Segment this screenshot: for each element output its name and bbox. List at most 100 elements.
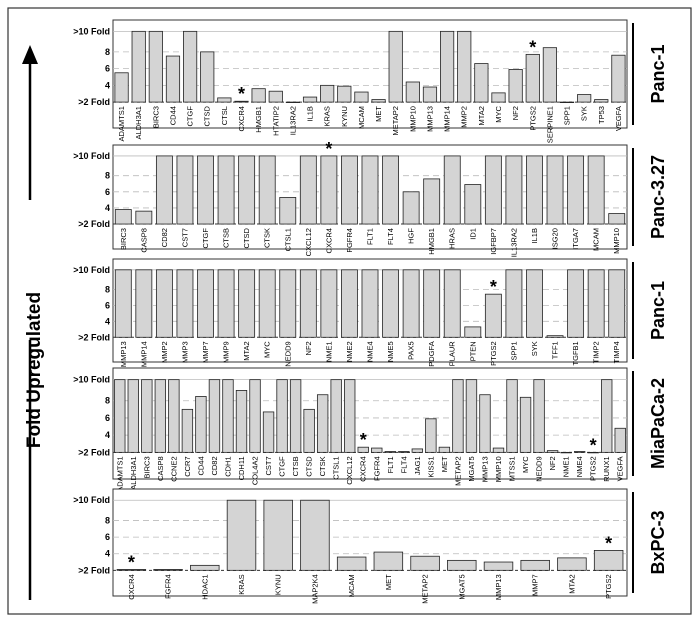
category-label: MAP2K4 xyxy=(310,574,319,604)
bar-mmp13 xyxy=(479,394,491,453)
tick-label: >2 Fold xyxy=(78,97,110,107)
panel-1: >10 Fold 8 6 4 >2 Fold BIRC3 CASP8 CD82 CST7 CTGF… xyxy=(73,139,668,257)
category-label: MET xyxy=(374,106,383,122)
category-label: SERPINE1 xyxy=(545,106,554,143)
category-label: ADAMTS1 xyxy=(117,106,126,141)
bar-hdac1 xyxy=(190,564,220,571)
bar-ctsb xyxy=(289,379,302,453)
bar-itga7 xyxy=(567,155,585,225)
significance-star: * xyxy=(490,277,497,297)
bar-mmp10 xyxy=(405,81,420,103)
category-label: PTGS2 xyxy=(589,456,598,481)
category-label: BIRC3 xyxy=(151,106,160,128)
tick-label: 6 xyxy=(105,413,110,423)
tick-label: >10 Fold xyxy=(73,151,110,161)
bar-nme4 xyxy=(361,269,379,338)
category-label: FGFR4 xyxy=(164,574,173,599)
category-label: SPP1 xyxy=(509,341,518,360)
category-label: PTGS2 xyxy=(604,574,613,599)
category-label: PTGS2 xyxy=(528,106,537,131)
category-label: CD82 xyxy=(210,456,219,475)
bar-kras xyxy=(226,499,257,571)
bar-map2k4 xyxy=(300,499,330,571)
outer-frame xyxy=(7,7,692,615)
bar-myc xyxy=(258,269,276,338)
bar-flt1 xyxy=(384,451,396,453)
bar-birc3 xyxy=(114,209,132,225)
category-label: NF2 xyxy=(304,341,313,355)
bar-nme1 xyxy=(320,269,338,338)
category-label: CTSL1 xyxy=(283,228,292,251)
bar-mta2 xyxy=(557,557,587,571)
bar-il1b xyxy=(526,155,543,225)
bar-syk xyxy=(577,94,592,103)
bar-mta2 xyxy=(474,63,489,103)
category-label: HMGB1 xyxy=(427,228,436,255)
category-label: RUNX1 xyxy=(602,456,611,481)
category-label: FLT4 xyxy=(386,228,395,245)
category-label: CTSK xyxy=(318,456,327,476)
bar-ctgf xyxy=(197,155,214,225)
bar-met xyxy=(373,551,404,571)
category-label: METAP2 xyxy=(391,106,400,135)
bar-myc xyxy=(491,92,506,103)
bar-cst7 xyxy=(176,155,194,225)
category-label: CTSD xyxy=(242,227,251,248)
bar-nf2 xyxy=(546,450,559,453)
category-label: MMP13 xyxy=(425,106,434,132)
bar-cxcr4 xyxy=(357,446,369,453)
category-label: VEGFA xyxy=(614,106,623,131)
bar-aldh3a1 xyxy=(131,30,146,103)
category-label: KYNU xyxy=(274,574,283,595)
category-label: FLT4 xyxy=(399,456,408,473)
bar-birc3 xyxy=(141,379,153,453)
tick-label: >10 Fold xyxy=(73,375,110,385)
tick-label: >2 Fold xyxy=(78,447,110,457)
bar-il13ra2 xyxy=(505,155,523,225)
category-label: CTSD xyxy=(203,106,212,127)
category-label: NEDD9 xyxy=(283,341,292,366)
bar-ctsd xyxy=(303,408,315,453)
category-label: MGAT5 xyxy=(457,574,466,599)
category-label: MMP13 xyxy=(494,574,503,600)
category-label: KYNU xyxy=(340,106,349,127)
category-label: MMP7 xyxy=(531,574,540,596)
bar-vegfa xyxy=(611,54,626,103)
category-label: NME1 xyxy=(562,456,571,477)
bar-mmp2 xyxy=(155,269,173,338)
category-label: SYK xyxy=(580,106,589,121)
bar-nme4 xyxy=(573,451,586,453)
category-label: IL1B xyxy=(530,228,539,243)
tick-label: 8 xyxy=(105,171,110,181)
bar-flt4 xyxy=(382,155,399,225)
category-label: NF2 xyxy=(548,456,557,470)
panel-title: Panc-1 xyxy=(648,44,668,103)
category-label: CXCL12 xyxy=(345,456,354,484)
category-label: PDGFA xyxy=(427,341,436,366)
bar-fgfr4 xyxy=(371,447,383,453)
bar-igfbp7 xyxy=(484,155,502,225)
category-label: HMGB1 xyxy=(254,106,263,133)
bar-metap2 xyxy=(452,379,464,453)
axis-arrow-head xyxy=(22,45,38,64)
bar-mmp7 xyxy=(520,559,550,571)
bar-kiss1 xyxy=(425,418,437,453)
bar-cxcr4 xyxy=(234,100,249,103)
category-label: CCR7 xyxy=(183,456,192,476)
category-label: KRAS xyxy=(323,106,332,126)
category-label: MMP7 xyxy=(201,341,210,363)
bar-fgfr4 xyxy=(153,569,183,571)
bar-flt4 xyxy=(398,451,410,453)
category-label: JAG1 xyxy=(413,456,422,475)
category-label: ALDH3A1 xyxy=(134,106,143,139)
bar-spp1 xyxy=(505,269,523,338)
bar-cd82 xyxy=(208,379,221,453)
category-label: ALDH3A1 xyxy=(129,456,138,489)
category-label: IL13RA2 xyxy=(288,106,297,135)
bar-nedd9 xyxy=(533,379,545,453)
category-label: METAP2 xyxy=(421,574,430,603)
category-label: MMP10 xyxy=(612,228,621,254)
bar-col4a2 xyxy=(249,379,261,453)
category-label: FLT1 xyxy=(366,228,375,245)
bar-syk xyxy=(526,269,543,338)
